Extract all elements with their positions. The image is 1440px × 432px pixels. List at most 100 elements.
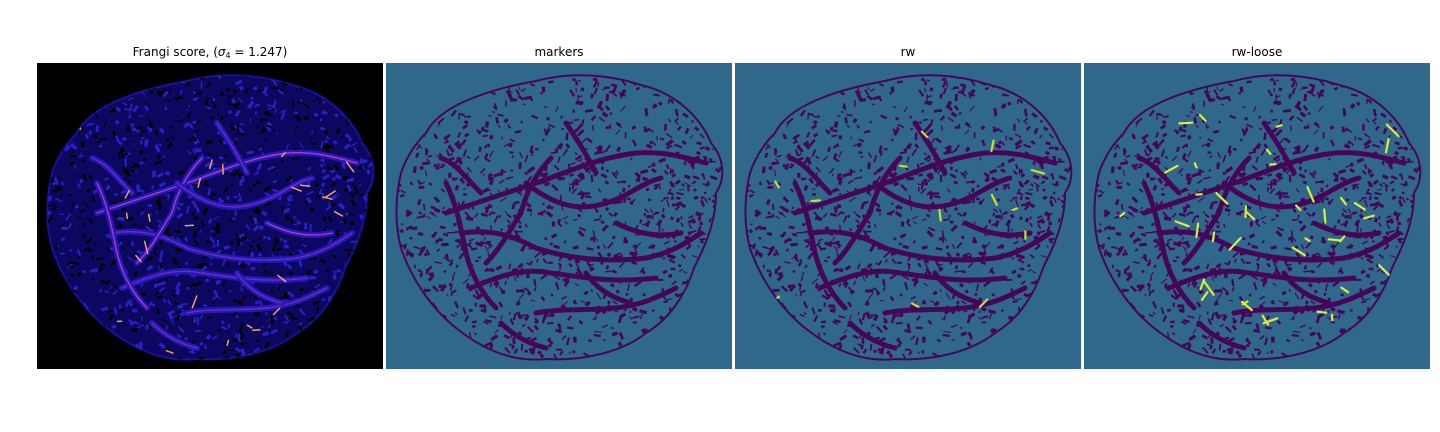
texture-speck [1349,215,1353,220]
texture-speck [660,196,668,202]
texture-speck [312,115,316,119]
texture-speck [98,264,104,273]
texture-speck [627,184,631,188]
texture-speck [158,142,162,147]
texture-speck [82,173,87,180]
texture-speck [576,267,583,276]
texture-speck [191,200,198,208]
texture-speck [1144,293,1147,297]
texture-speck [820,206,824,210]
texture-speck [786,117,794,125]
texture-speck [765,215,772,219]
texture-speck [113,284,118,289]
texture-speck [906,323,911,331]
texture-speck [47,215,54,224]
texture-speck [1246,80,1252,84]
texture-speck [873,349,877,353]
texture-speck [275,132,279,135]
texture-speck [1017,191,1024,196]
texture-speck [832,305,836,313]
texture-speck [852,117,858,124]
texture-speck [1358,213,1364,219]
texture-speck [85,188,91,193]
texture-speck [463,193,467,196]
texture-speck [941,77,947,81]
texture-speck [780,212,786,218]
texture-speck [495,281,500,288]
texture-speck [500,169,504,173]
texture-speck [238,126,244,134]
texture-speck [504,210,508,214]
texture-speck [1051,173,1055,181]
texture-speck [934,147,937,150]
texture-speck [84,201,89,208]
texture-speck [951,149,956,154]
texture-speck [511,344,515,350]
vessel [787,155,833,196]
texture-speck [284,215,291,221]
texture-speck [286,196,292,203]
texture-speck [1187,315,1195,319]
texture-speck [670,196,674,201]
texture-speck [272,179,278,184]
texture-speck [977,316,982,321]
texture-speck [700,199,705,207]
texture-speck [890,317,895,324]
texture-speck [1187,150,1192,158]
texture-speck [167,299,172,306]
texture-speck [324,269,329,273]
texture-speck [474,259,479,263]
texture-speck [583,352,591,358]
texture-speck [1229,114,1237,120]
texture-speck [76,255,81,260]
texture-speck [867,224,871,229]
texture-speck [490,334,499,342]
texture-speck [658,185,661,190]
texture-speck [319,191,326,196]
texture-speck [420,181,426,185]
texture-speck [432,285,440,293]
texture-speck [807,112,814,117]
texture-speck [257,88,264,94]
texture-speck [76,272,82,278]
texture-speck [895,117,899,121]
texture-speck [224,172,227,176]
texture-speck [1029,203,1036,209]
texture-speck [127,114,132,120]
texture-speck [156,89,163,97]
texture-speck [911,215,918,220]
texture-speck [612,170,619,176]
texture-speck [553,275,561,281]
texture-speck [159,238,164,246]
texture-speck [854,100,856,107]
texture-speck [154,144,161,153]
texture-speck [506,219,511,224]
texture-speck [144,101,150,109]
texture-speck [433,207,441,214]
texture-speck [216,222,221,228]
texture-speck [849,169,853,173]
texture-speck [252,224,260,232]
texture-speck [149,301,153,305]
texture-speck [450,313,456,318]
texture-speck [321,168,326,174]
texture-speck [604,180,610,185]
texture-speck [1306,212,1312,217]
texture-speck [1240,258,1246,264]
texture-speck [77,215,82,220]
vessel [962,220,1033,238]
texture-speck [1178,128,1187,133]
texture-speck [882,286,886,292]
texture-speck [416,215,423,219]
texture-speck [139,160,144,166]
texture-speck [776,265,782,271]
texture-speck [815,166,821,173]
texture-speck [489,135,494,140]
texture-speck [71,261,79,265]
texture-speck [454,157,462,165]
texture-speck [837,179,843,186]
texture-speck [553,164,560,171]
texture-speck [225,355,230,359]
texture-speck [782,207,790,214]
texture-speck [586,300,591,306]
